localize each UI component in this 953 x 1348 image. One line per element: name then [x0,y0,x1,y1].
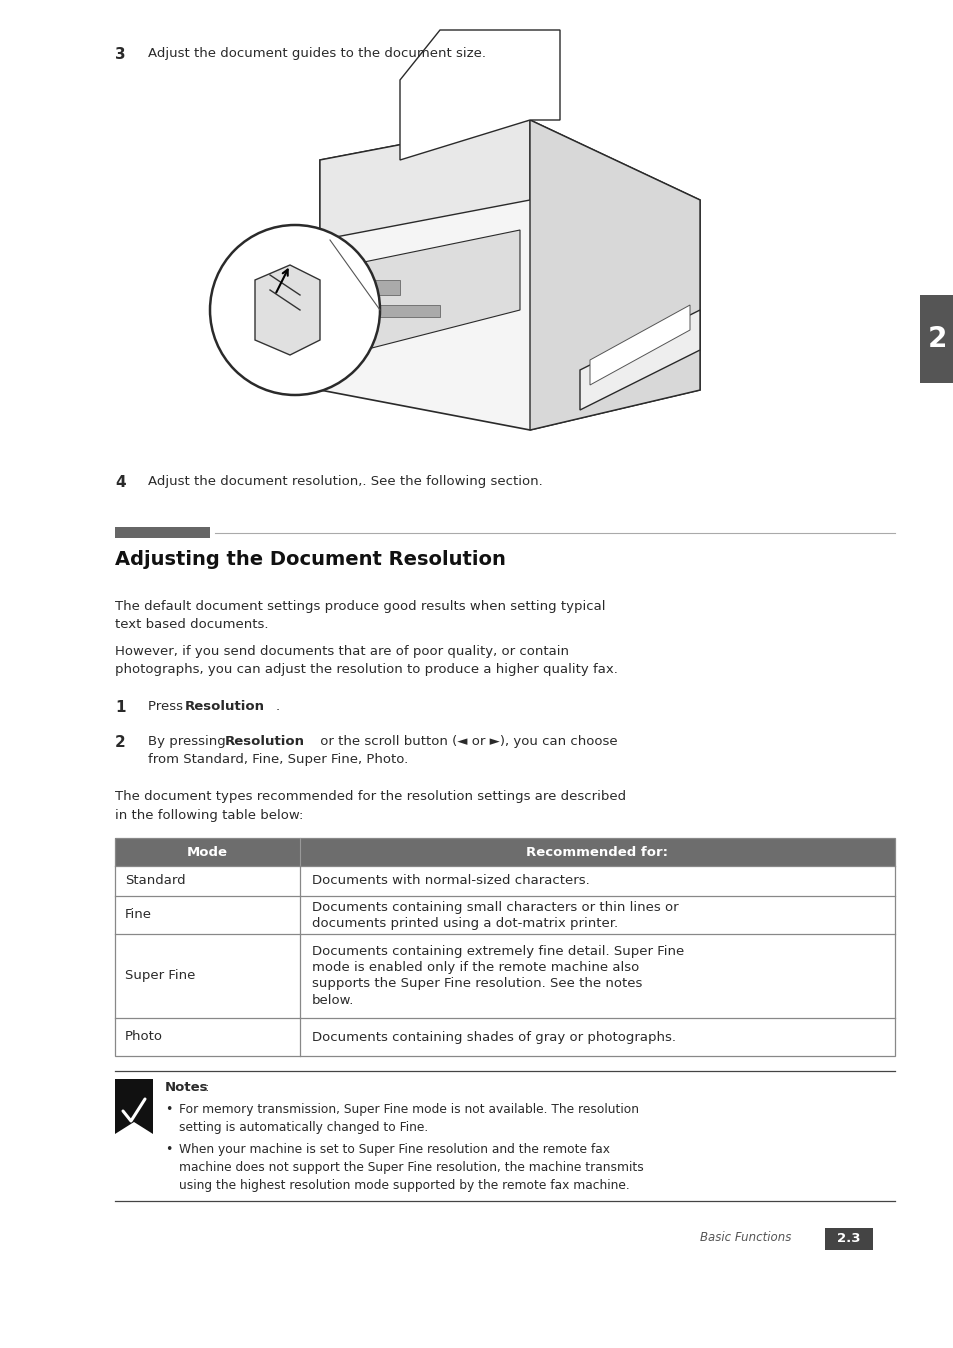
Text: from Standard, Fine, Super Fine, Photo.: from Standard, Fine, Super Fine, Photo. [148,754,408,766]
Text: or the scroll button (◄ or ►), you can choose: or the scroll button (◄ or ►), you can c… [315,735,617,748]
Text: below.: below. [312,993,354,1007]
Text: •: • [165,1103,172,1116]
Text: Notes: Notes [165,1081,209,1095]
Text: Adjusting the Document Resolution: Adjusting the Document Resolution [115,550,505,569]
Text: 2: 2 [115,735,126,749]
Text: For memory transmission, Super Fine mode is not available. The resolution
settin: For memory transmission, Super Fine mode… [179,1103,639,1134]
Text: Standard: Standard [125,875,186,887]
Text: Fine: Fine [125,909,152,922]
Text: Photo: Photo [125,1030,163,1043]
Polygon shape [115,1078,152,1134]
Polygon shape [319,120,530,240]
Polygon shape [399,30,559,160]
Text: Basic Functions: Basic Functions [700,1231,791,1244]
Bar [115,838,894,1055]
Text: However, if you send documents that are of poor quality, or contain
photographs,: However, if you send documents that are … [115,644,618,677]
Text: Resolution: Resolution [185,700,265,713]
Text: 1: 1 [115,700,126,714]
Text: 2.3: 2.3 [837,1232,860,1246]
Text: Documents containing extremely fine detail. Super Fine: Documents containing extremely fine deta… [312,945,683,958]
Text: 4: 4 [115,474,126,491]
Bar [919,295,953,383]
Polygon shape [325,231,519,360]
Polygon shape [319,120,700,430]
Text: Documents containing shades of gray or photographs.: Documents containing shades of gray or p… [312,1030,676,1043]
Text: :: : [205,1081,209,1095]
Text: Documents containing small characters or thin lines or: Documents containing small characters or… [312,900,678,914]
Text: Adjust the document guides to the document size.: Adjust the document guides to the docume… [148,47,485,61]
Text: The document types recommended for the resolution settings are described
in the : The document types recommended for the r… [115,790,625,821]
Text: Resolution: Resolution [225,735,305,748]
Text: 2: 2 [926,325,945,353]
Bar [824,1228,872,1250]
Text: mode is enabled only if the remote machine also: mode is enabled only if the remote machi… [312,961,639,975]
Text: The default document settings produce good results when setting typical
text bas: The default document settings produce go… [115,600,605,631]
Polygon shape [530,120,700,430]
Polygon shape [579,310,700,410]
Bar [359,280,399,295]
Text: Press: Press [148,700,187,713]
Polygon shape [589,305,689,386]
Bar [115,527,210,538]
Text: •: • [165,1143,172,1157]
Text: supports the Super Fine resolution. See the notes: supports the Super Fine resolution. See … [312,977,641,991]
Text: Adjust the document resolution,. See the following section.: Adjust the document resolution,. See the… [148,474,542,488]
Text: Documents with normal-sized characters.: Documents with normal-sized characters. [312,875,589,887]
Text: .: . [275,700,280,713]
Text: Super Fine: Super Fine [125,969,195,983]
Text: By pressing: By pressing [148,735,230,748]
Text: Recommended for:: Recommended for: [526,845,668,859]
Text: When your machine is set to Super Fine resolution and the remote fax
machine doe: When your machine is set to Super Fine r… [179,1143,643,1192]
Bar [115,838,894,865]
Polygon shape [254,266,319,355]
Text: documents printed using a dot-matrix printer.: documents printed using a dot-matrix pri… [312,917,618,930]
Bar [359,305,439,317]
Text: Mode: Mode [187,845,228,859]
Text: 3: 3 [115,47,126,62]
Circle shape [210,225,379,395]
